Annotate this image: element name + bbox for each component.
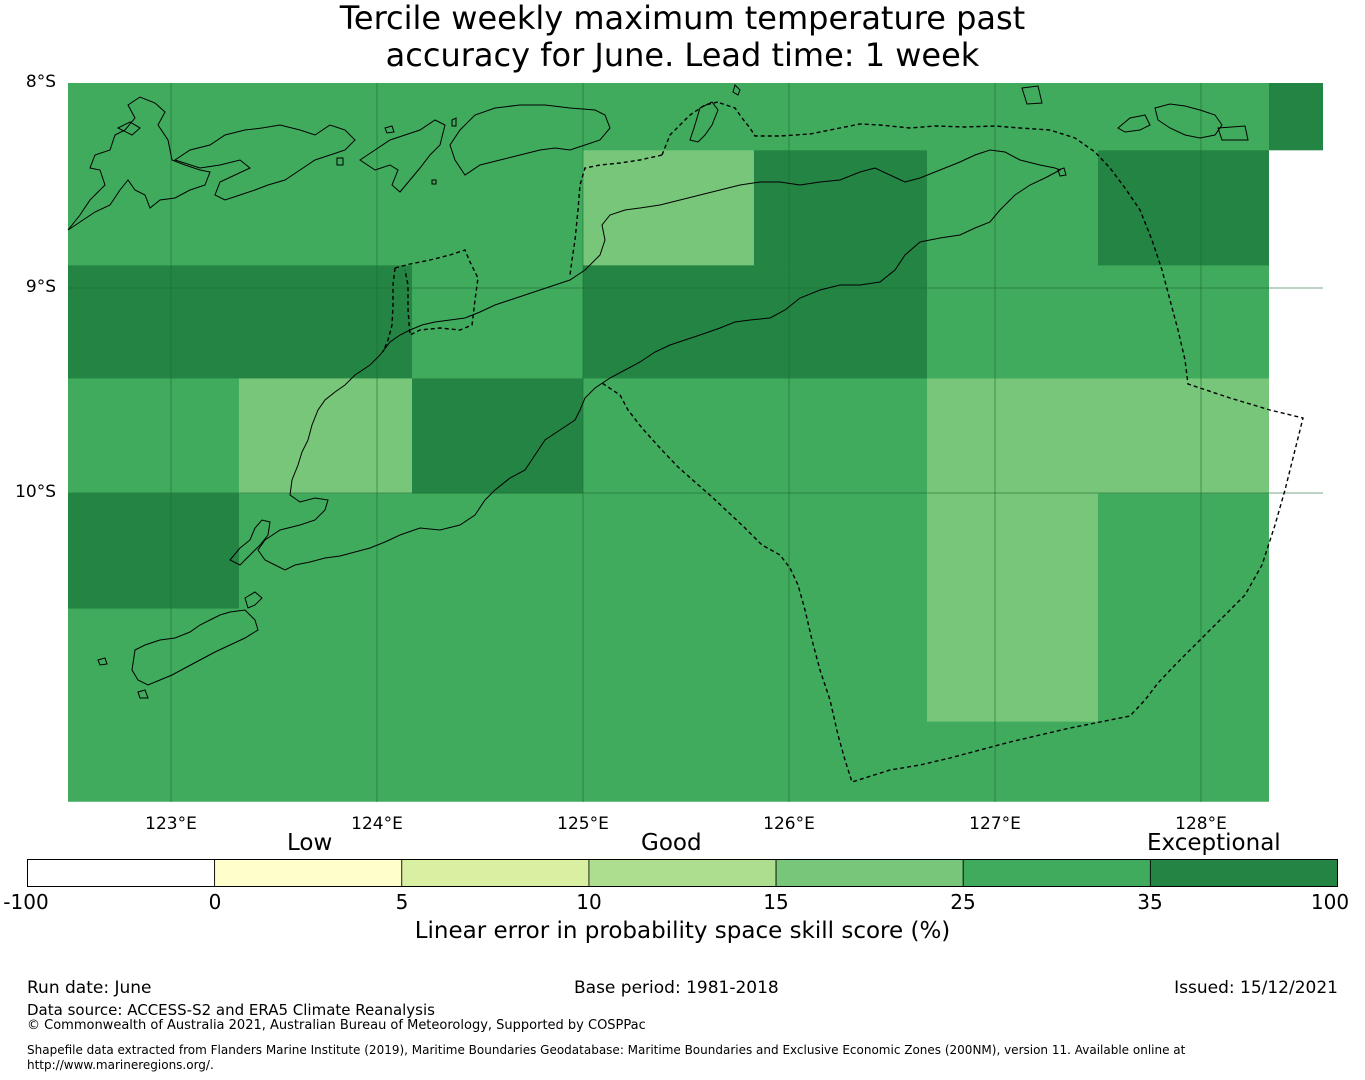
- boundary-oecusse-enclave: [394, 249, 479, 337]
- skill-cell-7: [238, 378, 413, 494]
- coastline-islet-atauro: [689, 101, 719, 143]
- colorbar-title: Linear error in probability space skill …: [414, 918, 951, 944]
- skill-cells-layer: [68, 83, 1323, 802]
- colorbar-segment-1: [214, 859, 403, 887]
- skill-cell-1: [1268, 83, 1323, 151]
- coastline-islet-12: [732, 84, 741, 96]
- coastline-islet-3: [384, 125, 395, 134]
- coastline-island-timor: [257, 149, 1062, 571]
- skill-cell-2: [583, 150, 754, 266]
- coastline-island-alor: [449, 104, 611, 176]
- footer-base-period: Base period: 1981-2018: [574, 978, 779, 998]
- skill-cell-8: [412, 378, 583, 494]
- colorbar-category-good: Good: [641, 830, 702, 856]
- colorbar-outline: [27, 859, 1338, 887]
- chart-title-line-1: Tercile weekly maximum temperature past: [339, 0, 1026, 37]
- lon-label-123e: 123°E: [145, 814, 197, 834]
- coastlines-layer: [67, 84, 1249, 699]
- colorbar-category-exceptional: Exceptional: [1147, 830, 1281, 856]
- footer-shapefile-line-1: Shapefile data extracted from Flanders M…: [27, 1043, 1186, 1057]
- skill-cell-6: [583, 265, 928, 379]
- lat-label-10s: 10°S: [15, 482, 56, 502]
- map-panel: [67, 83, 1323, 802]
- gridlines-layer: [68, 83, 1323, 802]
- coastline-islet-2: [336, 157, 344, 166]
- skill-cell-11: [927, 493, 1098, 722]
- colorbar-tick-10: 10: [576, 890, 602, 914]
- coastline-islet-1: [116, 121, 141, 136]
- footer-issued: Issued: 15/12/2021: [1174, 978, 1338, 998]
- boundary-west-timor: [382, 267, 396, 353]
- coastline-islet-6: [97, 657, 108, 666]
- map-canvas: [67, 83, 1323, 802]
- colorbar-tick-0: 0: [208, 890, 222, 914]
- colorbar-tick-5: 5: [395, 890, 409, 914]
- coastline-islet-5: [431, 179, 437, 185]
- footer-shapefile-line-2: http://www.marineregions.org/.: [27, 1058, 214, 1072]
- footer-data-source: Data source: ACCESS-S2 and ERA5 Climate …: [27, 1001, 435, 1019]
- skill-cell-4: [1098, 150, 1269, 266]
- skill-cell-5: [68, 265, 413, 379]
- colorbar-tick-15: 15: [763, 890, 789, 914]
- colorbar-tick-25: 25: [950, 890, 976, 914]
- footer-run-date: Run date: June: [27, 978, 152, 998]
- boundary-atauro-oecusse: [661, 101, 719, 156]
- colorbar-segment-3: [588, 859, 777, 887]
- coastline-island-rote: [229, 519, 271, 566]
- colorbar-tick-35: 35: [1137, 890, 1163, 914]
- coastline-island-flores: [67, 96, 211, 231]
- coastline-islet-10: [1217, 125, 1249, 141]
- colorbar-category-low: Low: [287, 830, 333, 856]
- footer-copyright: © Commonwealth of Australia 2021, Austra…: [27, 1018, 646, 1033]
- lon-label-128e: 128°E: [1175, 814, 1227, 834]
- coastline-islet-9: [1117, 114, 1151, 133]
- lat-label-9s: 9°S: [25, 277, 56, 297]
- coastline-islet-8: [244, 591, 263, 609]
- colorbar-segment-2: [401, 859, 590, 887]
- colorbar-segment-5: [962, 859, 1151, 887]
- skill-cell-10: [68, 493, 239, 609]
- coastline-island-lomblen: [359, 119, 446, 193]
- colorbar-tick-minus100: -100: [3, 890, 49, 914]
- boundary-north-maritime: [569, 154, 663, 276]
- skill-cell-9: [927, 378, 1269, 494]
- coastline-island-sawu: [131, 609, 259, 686]
- colorbar: [27, 859, 1338, 887]
- skill-cell-3: [753, 150, 928, 266]
- lon-label-125e: 125°E: [557, 814, 609, 834]
- lon-label-124e: 124°E: [351, 814, 403, 834]
- coastline-islet-11: [1021, 85, 1043, 105]
- colorbar-segment-4: [775, 859, 964, 887]
- coastline-islet-13: [1057, 167, 1067, 177]
- lon-label-127e: 127°E: [969, 814, 1021, 834]
- coastline-islet-7: [137, 689, 149, 699]
- coastline-islet-4: [451, 117, 457, 127]
- colorbar-segment-6: [1149, 859, 1338, 887]
- lon-label-126e: 126°E: [763, 814, 815, 834]
- colorbar-segment-0: [27, 859, 216, 887]
- lat-label-8s: 8°S: [25, 72, 56, 92]
- eez-boundaries-layer: [382, 101, 1304, 783]
- colorbar-tick-100: 100: [1310, 890, 1350, 914]
- chart-title-line-2: accuracy for June. Lead time: 1 week: [385, 36, 980, 74]
- coastline-island-solor: [173, 124, 356, 201]
- boundary-timor-leste-eez: [601, 102, 1304, 783]
